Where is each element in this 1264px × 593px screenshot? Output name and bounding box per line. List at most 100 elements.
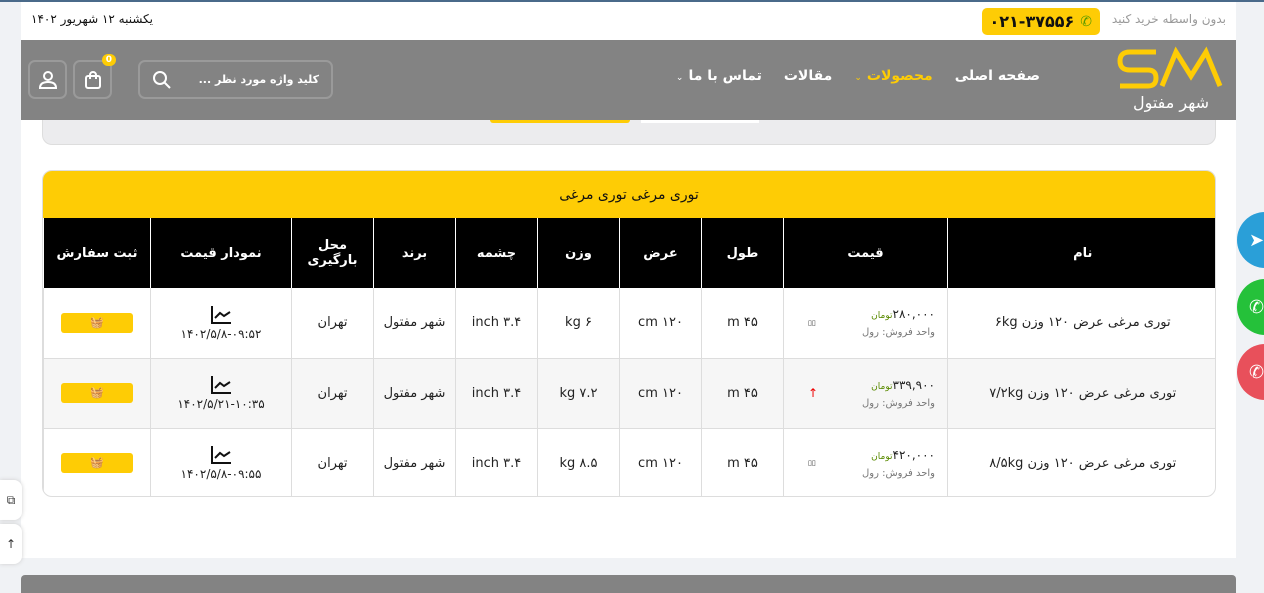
no-change-icon: ▯▯ — [808, 459, 816, 467]
search-input[interactable]: کلید واژه مورد نظر ... — [138, 60, 333, 99]
col-length: طول — [701, 218, 784, 288]
table-row: توری مرغی عرض ۱۲۰ وزن ۶kg ۲۸۰,۰۰۰تومان و… — [43, 288, 1215, 359]
cart-count-badge: 0 — [101, 54, 116, 66]
line-chart-icon[interactable] — [210, 375, 232, 395]
phone-icon: ✆ — [1249, 361, 1264, 383]
cart-button[interactable]: 0 — [73, 54, 116, 99]
order-cell: 🧺 — [43, 358, 151, 429]
sale-unit: واحد فروش: رول — [861, 327, 935, 339]
call-button[interactable]: ✆ — [1237, 344, 1264, 400]
length: ۴۵ m — [701, 428, 784, 496]
filter-button-secondary[interactable] — [641, 120, 759, 123]
col-width: عرض — [619, 218, 702, 288]
shopping-bag-icon — [84, 70, 101, 89]
share-icon: ⧉ — [6, 492, 16, 507]
share-button[interactable]: ⧉ — [0, 480, 22, 520]
product-name[interactable]: توری مرغی عرض ۱۲۰ وزن ۷/۲kg — [947, 358, 1215, 429]
col-name: نام — [947, 218, 1215, 288]
width: ۱۲۰ cm — [619, 288, 702, 359]
slogan: بدون واسطه خرید کنید — [1111, 12, 1226, 26]
width: ۱۲۰ cm — [619, 428, 702, 496]
length: ۴۵ m — [701, 358, 784, 429]
table-header-row: نام قیمت طول عرض وزن چشمه برند محل بارگی… — [43, 218, 1215, 288]
nav-products[interactable]: محصولات ⌄ — [854, 68, 932, 84]
nav-contact[interactable]: تماس با ما ⌄ — [676, 68, 762, 84]
scroll-top-button[interactable]: ↑ — [0, 524, 22, 564]
col-price-chart: نمودار قیمت — [150, 218, 292, 288]
price-chart-cell: ۱۴۰۲/۵/۲۱-۱۰:۳۵ — [150, 358, 292, 429]
price-table-card: توری مرغی توری مرغی نام قیمت طول عرض وزن… — [42, 170, 1216, 497]
account-button[interactable] — [28, 60, 67, 99]
basket-icon: 🧺 — [90, 456, 104, 469]
phone-button[interactable]: ✆ ۰۲۱-۳۷۵۵۶ — [981, 8, 1100, 35]
table-title: توری مرغی توری مرغی — [43, 171, 1215, 218]
sale-unit: واحد فروش: رول — [861, 467, 935, 479]
length: ۴۵ m — [701, 288, 784, 359]
currency: تومان — [871, 381, 893, 392]
order-cell: 🧺 — [43, 428, 151, 496]
search-placeholder: کلید واژه مورد نظر ... — [198, 73, 319, 86]
brand: شهر مفتول — [373, 428, 456, 496]
search-icon[interactable] — [152, 70, 172, 90]
mesh: ۳.۴ inch — [455, 358, 538, 429]
product-name[interactable]: توری مرغی عرض ۱۲۰ وزن ۸/۵kg — [947, 428, 1215, 496]
price-table: نام قیمت طول عرض وزن چشمه برند محل بارگی… — [43, 218, 1215, 496]
brand: شهر مفتول — [373, 358, 456, 429]
chevron-down-icon: ⌄ — [675, 73, 684, 83]
logo-icon: شهر مفتول — [1117, 46, 1223, 113]
logo[interactable]: شهر مفتول — [1116, 46, 1226, 114]
price-cell: ۲۸۰,۰۰۰تومان واحد فروش: رول ▯▯ — [783, 288, 948, 359]
currency: تومان — [871, 311, 893, 322]
user-icon — [38, 70, 57, 89]
arrow-up-icon: ↑ — [5, 537, 17, 551]
col-brand: برند — [373, 218, 456, 288]
add-to-cart-button[interactable]: 🧺 — [61, 383, 133, 403]
line-chart-icon[interactable] — [210, 445, 232, 465]
col-order: ثبت سفارش — [43, 218, 151, 288]
nav-articles[interactable]: مقالات — [783, 68, 833, 84]
whatsapp-button[interactable]: ✆ — [1237, 279, 1264, 335]
telegram-icon: ➤ — [1249, 229, 1264, 251]
price-chart-cell: ۱۴۰۲/۵/۸-۰۹:۵۲ — [150, 288, 292, 359]
top-bar: بدون واسطه خرید کنید ✆ ۰۲۱-۳۷۵۵۶ یکشنبه … — [21, 2, 1236, 40]
page-container: بدون واسطه خرید کنید ✆ ۰۲۱-۳۷۵۵۶ یکشنبه … — [21, 2, 1236, 558]
nav-home[interactable]: صفحه اصلی — [954, 68, 1040, 84]
header: شهر مفتول صفحه اصلی محصولات ⌄ مقالات تماس… — [21, 40, 1236, 120]
price-cell: ۴۲۰,۰۰۰تومان واحد فروش: رول ▯▯ — [783, 428, 948, 496]
brand: شهر مفتول — [373, 288, 456, 359]
price-value: ۳۳۹,۹۰۰ — [892, 377, 936, 392]
col-weight: وزن — [537, 218, 620, 288]
filter-box — [42, 120, 1216, 145]
price-value: ۴۲۰,۰۰۰ — [892, 447, 936, 462]
product-name[interactable]: توری مرغی عرض ۱۲۰ وزن ۶kg — [947, 288, 1215, 359]
add-to-cart-button[interactable]: 🧺 — [61, 453, 133, 473]
weight: ۸.۵ kg — [537, 428, 620, 496]
mesh: ۳.۴ inch — [455, 288, 538, 359]
basket-icon: 🧺 — [90, 315, 104, 329]
add-to-cart-button[interactable]: 🧺 — [61, 312, 133, 333]
col-price: قیمت — [783, 218, 948, 288]
price-date: ۱۴۰۲/۵/۸-۰۹:۵۲ — [180, 326, 262, 341]
price-value: ۲۸۰,۰۰۰ — [892, 307, 936, 322]
col-location: محل بارگیری — [291, 218, 374, 288]
currency: تومان — [871, 451, 893, 462]
table-row: توری مرغی عرض ۱۲۰ وزن ۸/۵kg ۴۲۰,۰۰۰تومان… — [43, 428, 1215, 496]
weight: ۷.۲ kg — [537, 358, 620, 429]
filter-button[interactable] — [490, 120, 630, 123]
phone-number: ۰۲۱-۳۷۵۵۶ — [989, 12, 1075, 31]
price-chart-cell: ۱۴۰۲/۵/۸-۰۹:۵۵ — [150, 428, 292, 496]
loading-location: تهران — [291, 358, 374, 429]
whatsapp-icon: ✆ — [1249, 296, 1264, 318]
footer — [21, 575, 1236, 593]
loading-location: تهران — [291, 428, 374, 496]
price-date: ۱۴۰۲/۵/۲۱-۱۰:۳۵ — [177, 397, 265, 411]
line-chart-icon[interactable] — [210, 305, 232, 325]
svg-text:شهر مفتول: شهر مفتول — [1133, 93, 1209, 113]
nav-contact-label: تماس با ما — [688, 68, 762, 84]
loading-location: تهران — [291, 288, 374, 359]
arrow-up-icon: ↑ — [808, 386, 819, 400]
table-row: توری مرغی عرض ۱۲۰ وزن ۷/۲kg ۳۳۹,۹۰۰تومان… — [43, 358, 1215, 429]
no-change-icon: ▯▯ — [808, 318, 816, 327]
telegram-button[interactable]: ➤ — [1237, 212, 1264, 268]
phone-icon: ✆ — [1080, 13, 1092, 30]
